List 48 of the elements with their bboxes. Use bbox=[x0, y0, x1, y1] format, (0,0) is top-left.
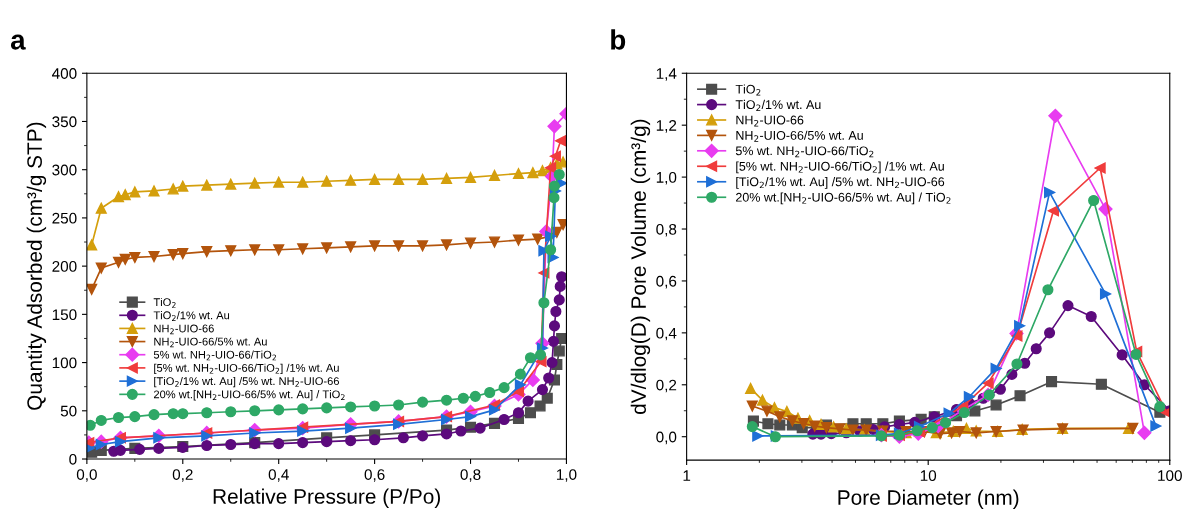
x-axis-title: Relative Pressure (P/Po) bbox=[213, 488, 440, 508]
y-tick-label: 400 bbox=[52, 68, 77, 79]
x-tick-label: 100 bbox=[1158, 470, 1182, 482]
y-axis-title: dV/dlog(D) Pore Volume (cm³/g) bbox=[630, 119, 651, 414]
x-tick-label: 10 bbox=[920, 470, 937, 482]
legend-label: 20% wt.[NH$_{2}$-UIO-66/5% wt. Au] / TiO$_{2}$ bbox=[736, 192, 951, 205]
y-tick-label: 0,0 bbox=[656, 431, 677, 445]
y-tick-label: 1,0 bbox=[656, 171, 677, 185]
y-tick-label: 0,6 bbox=[656, 275, 677, 289]
legend-label: TiO$_{2}$/1% wt. Au bbox=[735, 99, 821, 111]
y-tick-label: 350 bbox=[52, 116, 77, 128]
legend-label: [TiO$_{2}$/1% wt. Au] /5% wt. NH$_{2}$-UIO-66 bbox=[154, 376, 339, 388]
legend-label: NH$_{2}$-UIO-66/5% wt. Au bbox=[736, 130, 863, 142]
legend-label: TiO$_{2}$ bbox=[153, 297, 176, 308]
y-tick-label: 50 bbox=[60, 405, 77, 417]
x-tick-label: 0,6 bbox=[364, 469, 385, 482]
y-tick-label: 0,4 bbox=[656, 327, 677, 341]
legend-label: [5% wt. NH$_{2}$-UIO-66/TiO$_{2}$] /1% wt. Au bbox=[736, 161, 944, 174]
x-tick-label: 1 bbox=[683, 470, 691, 481]
legend-label: NH$_{2}$-UIO-66/5% wt. Au bbox=[154, 337, 267, 348]
y-tick-label: 0 bbox=[69, 453, 77, 465]
legend-label: TiO$_{2}$/1% wt. Au bbox=[153, 311, 230, 321]
y-tick-label: 150 bbox=[52, 309, 77, 321]
x-tick-label: 0,2 bbox=[172, 469, 193, 482]
legend-label: 20% wt.[NH$_{2}$-UIO-66/5% wt. Au] / TiO$_{2}$ bbox=[153, 390, 345, 401]
x-axis-title: Pore Diameter (nm) bbox=[838, 489, 1019, 509]
x-tick-label: 0,0 bbox=[76, 469, 97, 482]
legend-label: [5% wt. NH$_{2}$-UIO-66/TiO$_{2}$] /1% wt. Au bbox=[154, 363, 339, 375]
legend-label: [TiO$_{2}$/1% wt. Au] /5% wt. NH$_{2}$-UIO-66 bbox=[736, 177, 945, 189]
y-tick-label: 100 bbox=[52, 357, 77, 369]
y-tick-label: 0,2 bbox=[656, 379, 677, 393]
legend-label: TiO$_{2}$ bbox=[735, 84, 761, 96]
legend-label: NH$_{2}$-UIO-66 bbox=[154, 324, 214, 335]
y-tick-label: 1,2 bbox=[656, 120, 677, 133]
y-tick-label: 0,8 bbox=[656, 223, 677, 237]
y-tick-label: 250 bbox=[52, 212, 77, 224]
legend-label: 5% wt. NH$_{2}$-UIO-66/TiO$_{2}$ bbox=[735, 146, 874, 158]
x-tick-label: 1,0 bbox=[556, 469, 577, 482]
y-tick-label: 200 bbox=[52, 261, 77, 272]
y-axis-title: Quantity Adsorbed (cm³/g STP) bbox=[26, 122, 47, 410]
y-tick-label: 1,4 bbox=[656, 68, 677, 81]
x-tick-label: 0,4 bbox=[268, 469, 289, 482]
legend-label: 5% wt. NH$_{2}$-UIO-66/TiO$_{2}$ bbox=[153, 350, 277, 361]
chart-title: a bbox=[10, 34, 26, 50]
y-tick-label: 300 bbox=[52, 164, 77, 176]
legend-label: NH$_{2}$-UIO-66 bbox=[736, 115, 804, 127]
chart-title: b bbox=[611, 29, 626, 50]
x-tick-label: 0,8 bbox=[460, 469, 481, 482]
